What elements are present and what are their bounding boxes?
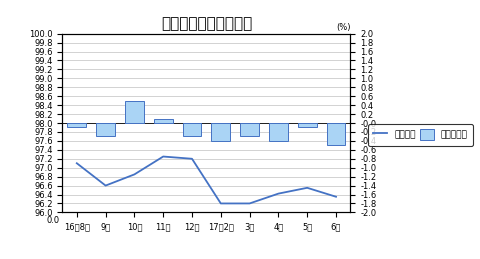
Bar [182,123,202,136]
Text: (%): (%) [336,23,350,32]
Bar [125,101,144,123]
Bar [96,123,115,136]
Bar [327,123,346,145]
Bar [211,123,230,141]
Bar [67,123,86,127]
Bar [154,119,173,123]
Bar [269,123,288,141]
Bar [240,123,259,136]
Bar [298,123,317,127]
Text: 0.0: 0.0 [47,216,60,225]
Title: 消費者物価指数の推移: 消費者物価指数の推移 [161,16,252,31]
Legend: 総合指数, 前年同月比: 総合指数, 前年同月比 [368,124,473,146]
